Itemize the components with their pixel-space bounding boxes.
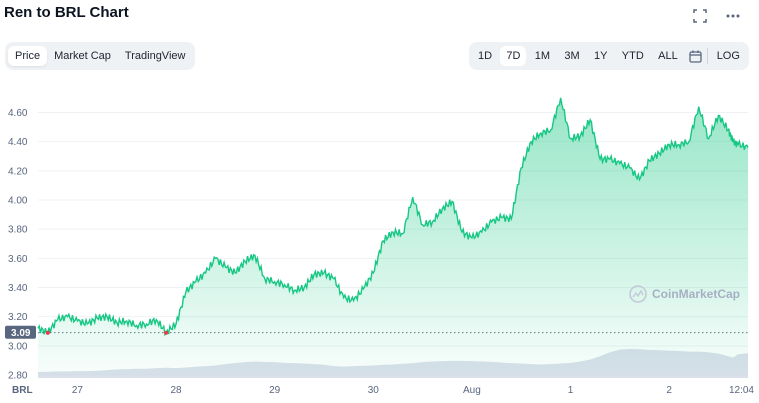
x-tick-label: 1: [568, 385, 574, 396]
page-title: Ren to BRL Chart: [4, 4, 129, 21]
y-tick-label: 4.00: [8, 196, 28, 207]
x-tick-label: 30: [368, 385, 380, 396]
range-1d[interactable]: 1D: [478, 50, 493, 62]
watermark-group: CoinMarketCap: [629, 285, 740, 303]
current-price-badge: [5, 325, 36, 339]
x-tick-label: 2: [666, 385, 672, 396]
x-tick-label: 27: [72, 385, 84, 396]
current-price-label: 3.09: [11, 328, 31, 339]
price-line: [37, 97, 749, 337]
tab-market-cap[interactable]: Market Cap: [54, 50, 111, 62]
calendar-icon[interactable]: [686, 50, 705, 63]
x-tick-label: 28: [170, 385, 182, 396]
more-icon[interactable]: [725, 8, 741, 24]
reference-line: 3.09: [5, 325, 748, 339]
price-series-line: [37, 97, 749, 337]
range-selector: 1D 7D 1M 3M 1Y YTD ALL LOG: [469, 42, 749, 70]
watermark-text: CoinMarketCap: [652, 287, 740, 301]
currency-label: BRL: [12, 385, 33, 396]
expand-icon[interactable]: [692, 8, 708, 24]
y-tick-label: 4.60: [8, 108, 28, 119]
x-tick-label: 12:04: [729, 385, 754, 396]
y-tick-label: 4.40: [8, 137, 28, 148]
tab-tradingview[interactable]: TradingView: [124, 50, 186, 62]
y-axis: 4.60 4.40 4.20 4.00 3.80 3.60 3.40 3.20 3.00 2.80: [8, 108, 28, 382]
x-axis: BRL 27 28 29 30 Aug 1 2 12:04: [12, 385, 754, 396]
range-1m[interactable]: 1M: [534, 50, 551, 62]
y-tick-label: 3.40: [8, 283, 28, 294]
low-marker: [164, 330, 169, 335]
y-tick-label: 3.60: [8, 254, 28, 265]
range-ytd[interactable]: YTD: [621, 50, 644, 62]
log-toggle[interactable]: LOG: [716, 50, 740, 62]
chart-tabs: Price Market Cap TradingView: [5, 42, 196, 70]
y-tick-label: 3.20: [8, 312, 28, 323]
range-divider: [707, 48, 709, 64]
range-3m[interactable]: 3M: [564, 50, 580, 62]
range-7d[interactable]: 7D: [500, 46, 527, 66]
price-area-shape: [38, 97, 748, 376]
price-area: [38, 97, 748, 376]
y-tick-label: 3.80: [8, 225, 28, 236]
x-tick-label: 29: [269, 385, 281, 396]
y-tick-label: 3.00: [8, 341, 28, 352]
range-all[interactable]: ALL: [658, 50, 678, 62]
range-1y[interactable]: 1Y: [594, 50, 608, 62]
y-tick-label: 4.20: [8, 166, 28, 177]
x-tick-label: Aug: [463, 385, 481, 396]
y-tick-label: 2.80: [8, 371, 28, 382]
low-marker: [45, 330, 50, 335]
coinmarketcap-logo-icon: [629, 285, 647, 303]
tab-price[interactable]: Price: [8, 46, 48, 66]
